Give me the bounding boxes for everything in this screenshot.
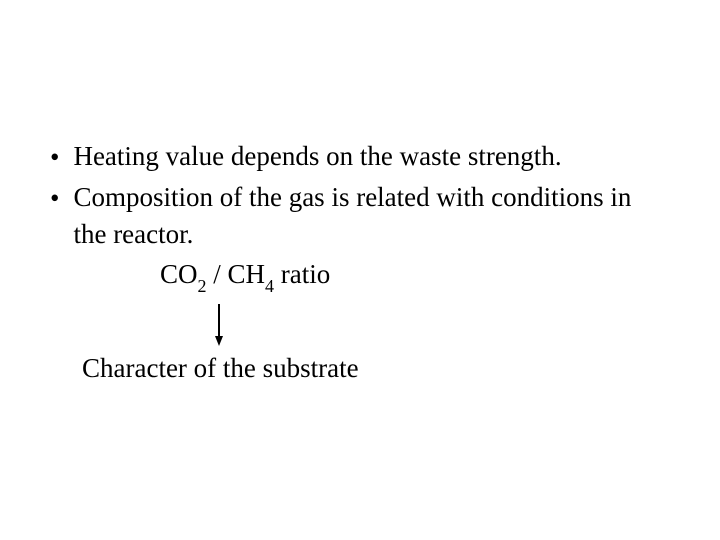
ratio-line: CO2 / CH4 ratio	[160, 256, 670, 296]
ch-subscript: 4	[265, 276, 274, 296]
bullet-text-1: Heating value depends on the waste stren…	[73, 138, 561, 174]
slash: /	[207, 259, 228, 289]
slide-content: • Heating value depends on the waste str…	[50, 138, 670, 386]
character-line: Character of the substrate	[82, 350, 670, 386]
arrow-container	[214, 302, 670, 350]
bullet-marker: •	[50, 181, 59, 216]
bullet-marker: •	[50, 140, 59, 175]
down-arrow-icon	[214, 302, 226, 346]
bullet-text-2: Composition of the gas is related with c…	[73, 179, 670, 252]
ch-label: CH	[228, 259, 266, 289]
bullet-item-1: • Heating value depends on the waste str…	[50, 138, 670, 175]
ratio-suffix: ratio	[274, 259, 330, 289]
co-subscript: 2	[198, 276, 207, 296]
bullet-item-2: • Composition of the gas is related with…	[50, 179, 670, 252]
co-label: CO	[160, 259, 198, 289]
